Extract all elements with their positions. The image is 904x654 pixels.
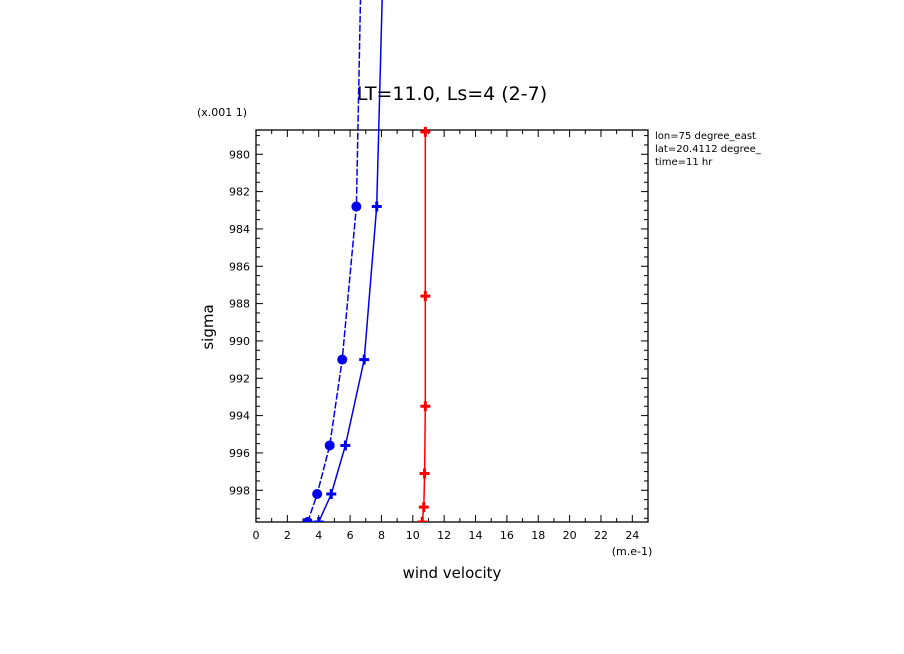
annotation-time: time=11 hr: [655, 157, 713, 168]
series-3-point: [418, 502, 429, 513]
series-1-point: [324, 440, 335, 451]
x-tick-label: 16: [500, 529, 514, 542]
y-tick-label: 980: [229, 148, 250, 161]
x-tick-label: 6: [347, 529, 354, 542]
chart-title: LT=11.0, Ls=4 (2-7): [357, 83, 547, 105]
series-1-point: [302, 517, 313, 522]
y-tick-label: 990: [229, 335, 250, 348]
series-2-line: [318, 0, 383, 522]
series-2-point: [359, 354, 370, 365]
x-tick-label: 18: [531, 529, 545, 542]
y-tick-label: 986: [229, 260, 250, 273]
series-1-line: [306, 0, 362, 522]
series-layer: [302, 0, 431, 522]
x-unit-label: (m.e-1): [612, 545, 653, 558]
series-2-point: [340, 440, 351, 451]
y-unit-label: (x.001 1): [197, 106, 247, 119]
series-3-point: [420, 126, 431, 137]
x-tick-label: 20: [563, 529, 577, 542]
x-tick-label: 12: [437, 529, 451, 542]
x-tick-label: 2: [284, 529, 291, 542]
y-tick-label: 988: [229, 298, 250, 311]
axes: 0 2 4 6 8 10 12 14 16 18 20 22 249809829849869889909…: [229, 129, 649, 542]
series-3-line: [421, 131, 427, 522]
series-2-point: [371, 201, 382, 212]
plot-frame: [255, 129, 649, 523]
x-tick-label: 0: [253, 529, 260, 542]
x-tick-label: 22: [594, 529, 608, 542]
y-axis-label: sigma: [199, 304, 217, 349]
x-tick-label: 24: [625, 529, 639, 542]
y-tick-label: 992: [229, 372, 250, 385]
series-3-point: [420, 291, 431, 302]
x-tick-label: 8: [378, 529, 385, 542]
annotation-lat: lat=20.4112 degree_: [655, 144, 762, 155]
x-tick-label: 10: [406, 529, 420, 542]
y-tick-label: 998: [229, 484, 250, 497]
y-tick-label: 982: [229, 186, 250, 199]
series-3-point: [417, 517, 428, 522]
series-1-point: [337, 354, 348, 365]
series-2-point: [313, 517, 324, 522]
annotation-lon: lon=75 degree_east: [655, 131, 756, 142]
series-3-point: [420, 401, 431, 412]
series-1-point: [312, 489, 323, 499]
x-tick-label: 14: [469, 529, 483, 542]
series-3-point: [419, 468, 430, 479]
y-tick-label: 984: [229, 223, 250, 236]
y-tick-label: 996: [229, 447, 250, 460]
y-tick-label: 994: [229, 410, 250, 423]
series-1-point: [351, 201, 362, 212]
series-2-point: [326, 489, 337, 499]
x-axis-label: wind velocity: [403, 564, 502, 582]
x-tick-label: 4: [315, 529, 322, 542]
